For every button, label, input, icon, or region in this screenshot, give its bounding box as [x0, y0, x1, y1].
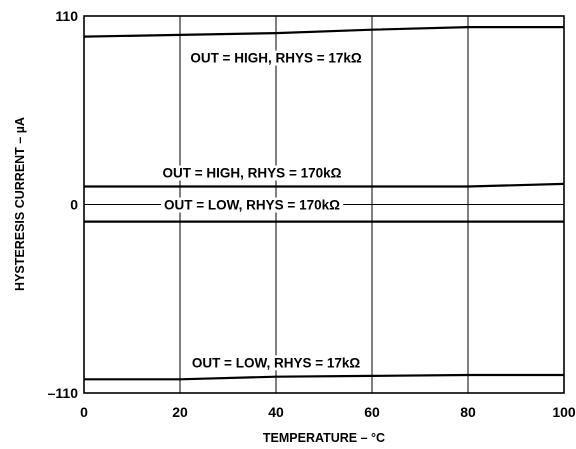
- series-label-background: [159, 165, 345, 181]
- label-layer: OUT = HIGH, RHYS = 17kΩ OUT = HIGH, RHYS …: [159, 50, 365, 371]
- series-label-2: OUT = HIGH, RHYS = 170kΩ: [163, 166, 342, 181]
- series-line-1: [83, 26, 564, 38]
- y-axis-title: HYSTERESIS CURRENT – µA: [13, 117, 27, 291]
- plot-frame: [83, 15, 565, 394]
- series-label-background: [188, 355, 364, 371]
- x-tick-label: 20: [172, 404, 188, 420]
- x-axis-title: TEMPERATURE – °C: [263, 431, 385, 445]
- series-label-1: OUT = HIGH, RHYS = 17kΩ: [190, 51, 362, 66]
- x-tick-label: 40: [268, 404, 284, 420]
- y-tick-label: –110: [48, 385, 79, 401]
- x-tick-label: 0: [80, 404, 88, 420]
- x-tick-label: 100: [552, 404, 576, 420]
- series-label-4: OUT = LOW, RHYS = 17kΩ: [192, 355, 361, 370]
- y-tick-label: 0: [70, 197, 78, 213]
- x-tick-label: 60: [364, 404, 380, 420]
- y-tick-label: 110: [55, 8, 78, 24]
- series-layer: [83, 26, 565, 381]
- series-label-background: [187, 50, 365, 66]
- series-line-2: [84, 182, 565, 188]
- x-tick-label: 80: [460, 404, 476, 420]
- series-label-background: [161, 197, 344, 213]
- series-line-4: [84, 373, 564, 381]
- series-label-3: OUT = LOW, RHYS = 170kΩ: [164, 198, 340, 213]
